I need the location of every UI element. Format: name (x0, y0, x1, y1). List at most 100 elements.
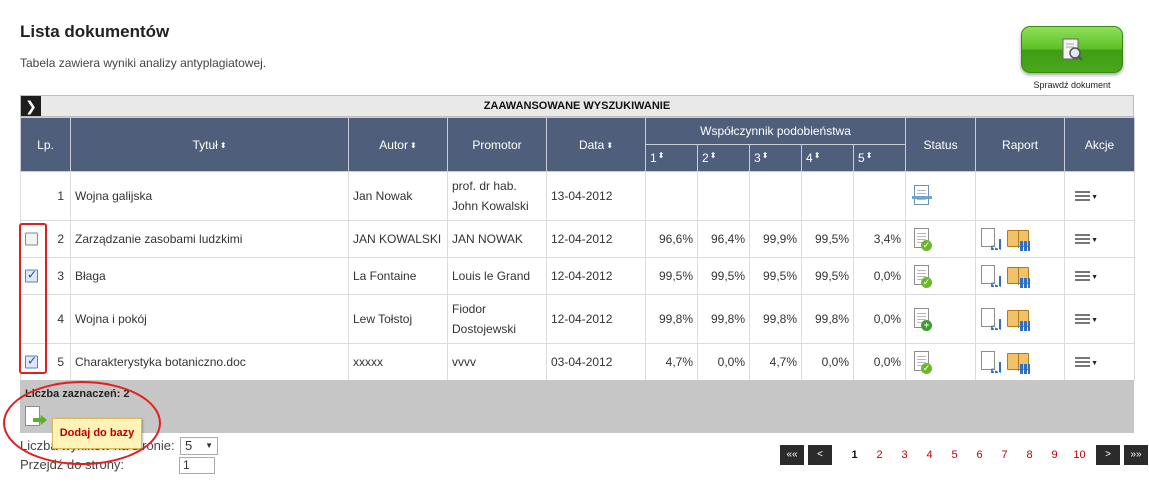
document-scan-icon[interactable] (912, 184, 933, 208)
similarity-value: 99,5% (801, 257, 854, 295)
page-link[interactable]: 9 (1051, 449, 1058, 461)
advanced-search-bar[interactable]: ❯ ZAAWANSOWANE WYSZUKIWANIE (20, 95, 1134, 117)
actions-menu-icon[interactable]: ▼ (1075, 269, 1098, 284)
prev-page-button[interactable]: < (808, 445, 832, 465)
similarity-value: 99,8% (749, 294, 802, 344)
per-page-select[interactable]: 5 ▼ (180, 437, 218, 455)
page-link[interactable]: 6 (976, 449, 983, 461)
report-chart-icon[interactable] (980, 350, 1002, 374)
row-date: 12-04-2012 (546, 220, 646, 258)
sort-icon[interactable]: ⬍ (761, 151, 769, 160)
actions-menu-icon[interactable]: ▼ (1075, 312, 1098, 327)
documents-table-wrap: ❯ ZAAWANSOWANE WYSZUKIWANIE Lp. Tytuł ⬍ A… (20, 95, 1136, 381)
similarity-value: 99,5% (801, 220, 854, 258)
page-link[interactable]: 10 (1073, 449, 1086, 461)
row-checkbox[interactable] (25, 268, 38, 283)
row-date: 13-04-2012 (546, 171, 646, 221)
row-promotor: Louis le Grand (447, 257, 547, 295)
sort-icon[interactable]: ⬍ (606, 140, 614, 150)
check-document-label[interactable]: Sprawdź dokument (1033, 80, 1111, 90)
next-page-button[interactable]: > (1096, 445, 1120, 465)
row-promotor: Fiodor Dostojewski (447, 294, 547, 344)
goto-page-input[interactable]: 1 (179, 457, 215, 474)
document-ok-icon[interactable]: ✓ (912, 227, 933, 251)
actions-menu-icon[interactable]: ▼ (1075, 232, 1098, 247)
page-link[interactable]: 3 (901, 449, 908, 461)
report-book-icon[interactable] (1006, 350, 1031, 374)
row-lp: 2 (20, 220, 71, 258)
sort-icon[interactable]: ⬍ (219, 140, 227, 150)
similarity-value: 99,5% (749, 257, 802, 295)
col-similarity-3[interactable]: 3⬍ (749, 144, 802, 172)
row-promotor: vvvv (447, 343, 547, 381)
similarity-value: 99,9% (749, 220, 802, 258)
actions-menu-icon[interactable]: ▼ (1075, 355, 1098, 370)
similarity-value: 0,0% (852, 257, 907, 295)
col-similarity-2[interactable]: 2⬍ (697, 144, 750, 172)
col-similarity-1[interactable]: 1⬍ (645, 144, 698, 172)
row-author: JAN KOWALSKI (348, 220, 448, 258)
per-page-value: 5 (185, 438, 193, 453)
row-status: ✓ (905, 220, 977, 258)
page-link[interactable]: 5 (951, 449, 958, 461)
report-chart-icon[interactable] (980, 307, 1002, 331)
document-add-icon[interactable]: + (912, 307, 933, 331)
document-ok-icon[interactable]: ✓ (912, 350, 933, 374)
page-link[interactable]: 1 (842, 449, 867, 461)
similarity-value: 3,4% (852, 220, 907, 258)
col-author[interactable]: Autor ⬍ (348, 117, 448, 172)
col-status: Status (905, 117, 977, 172)
similarity-value (749, 171, 802, 221)
row-status (905, 171, 977, 221)
document-search-icon (1062, 38, 1083, 61)
add-to-database-icon[interactable] (24, 406, 50, 430)
row-author: La Fontaine (348, 257, 448, 295)
sort-icon[interactable]: ⬍ (709, 151, 717, 160)
actions-menu-icon[interactable]: ▼ (1075, 189, 1098, 204)
row-report (975, 294, 1066, 344)
col-similarity-5[interactable]: 5⬍ (852, 144, 907, 172)
report-book-icon[interactable] (1006, 264, 1031, 288)
report-chart-icon[interactable] (980, 264, 1002, 288)
row-date: 03-04-2012 (546, 343, 646, 381)
row-checkbox[interactable] (25, 232, 38, 246)
row-status: ✓ (905, 343, 977, 381)
row-report (975, 343, 1066, 381)
page-link[interactable]: 2 (876, 449, 883, 461)
report-chart-icon[interactable] (980, 227, 1002, 251)
col-title[interactable]: Tytuł ⬍ (70, 117, 349, 172)
report-book-icon[interactable] (1006, 307, 1031, 331)
page-subtitle: Tabela zawiera wyniki analizy antyplagia… (20, 56, 267, 70)
table-row: 2 Zarządzanie zasobami ludzkimi JAN KOWALS… (20, 220, 1136, 258)
row-actions: ▼ (1064, 294, 1136, 344)
similarity-value (645, 171, 698, 221)
page-link[interactable]: 4 (926, 449, 933, 461)
check-document-button[interactable] (1021, 26, 1123, 73)
table-row: 1 Wojna galijska Jan Nowak prof. dr hab. Jo… (20, 171, 1136, 221)
similarity-value: 0,0% (697, 343, 750, 381)
row-number: 5 (57, 355, 64, 369)
sort-icon[interactable]: ⬍ (865, 151, 873, 160)
first-page-button[interactable]: «« (780, 445, 804, 465)
similarity-value (697, 171, 750, 221)
add-to-database-tooltip: Dodaj do bazy (52, 418, 142, 449)
row-checkbox[interactable] (25, 354, 38, 369)
pagination: «« < 1 2 3 4 5 6 7 8 9 10 > »» (780, 445, 1149, 465)
col-date[interactable]: Data ⬍ (546, 117, 646, 172)
page-link[interactable]: 8 (1026, 449, 1033, 461)
report-book-icon[interactable] (1006, 227, 1031, 251)
last-page-button[interactable]: »» (1124, 445, 1148, 465)
arrow-right-icon[interactable]: ❯ (21, 96, 41, 116)
similarity-value (801, 171, 854, 221)
document-ok-icon[interactable]: ✓ (912, 264, 933, 288)
sort-icon[interactable]: ⬍ (409, 140, 417, 150)
sort-icon[interactable]: ⬍ (813, 151, 821, 160)
page-link[interactable]: 7 (1001, 449, 1008, 461)
col-similarity-4[interactable]: 4⬍ (801, 144, 854, 172)
row-title: Wojna i pokój (70, 294, 349, 344)
row-number: 4 (57, 312, 64, 326)
row-title: Wojna galijska (70, 171, 349, 221)
row-report (975, 171, 1066, 221)
sort-icon[interactable]: ⬍ (657, 151, 665, 160)
